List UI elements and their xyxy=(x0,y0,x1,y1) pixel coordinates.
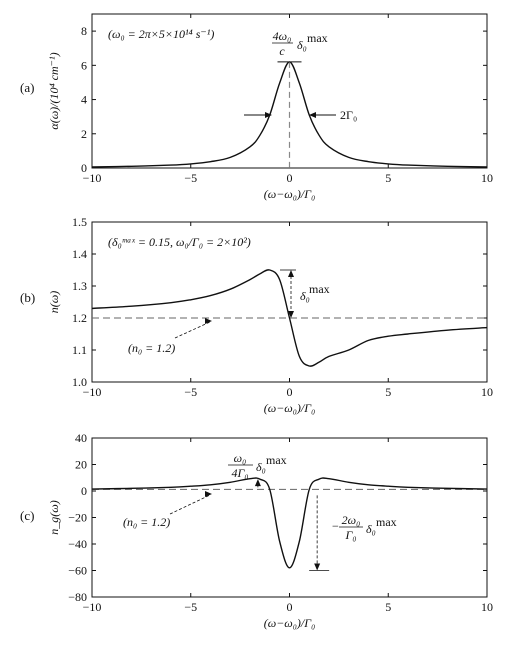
y-tick-label: 1.3 xyxy=(72,279,87,293)
n0-label: (n₀ = 1.2) xyxy=(123,515,170,529)
x-axis-label: (ω−ω₀)/Γ₀ xyxy=(264,401,316,415)
x-tick-label: −5 xyxy=(184,385,197,399)
x-tick-label: 10 xyxy=(481,171,493,185)
y-tick-label: 1.0 xyxy=(72,375,87,389)
y-tick-label: 1.1 xyxy=(72,343,87,357)
x-tick-label: −5 xyxy=(184,600,197,614)
x-tick-label: −10 xyxy=(83,385,102,399)
x-tick-label: 0 xyxy=(287,600,293,614)
y-axis-label: α(ω)/(10⁴ cm⁻¹) xyxy=(47,52,61,129)
x-tick-label: 5 xyxy=(385,600,391,614)
y-tick-label: 1.4 xyxy=(72,247,87,261)
lower-superscript: max xyxy=(376,515,397,529)
y-tick-label: 8 xyxy=(81,24,87,38)
y-tick-label: 1.5 xyxy=(72,215,87,229)
n0-pointer xyxy=(169,494,211,515)
y-tick-label: −20 xyxy=(68,511,87,525)
x-tick-label: 5 xyxy=(385,385,391,399)
lower-arrow-head xyxy=(314,563,321,571)
x-tick-label: 0 xyxy=(287,171,293,185)
n0-label: (n₀ = 1.2) xyxy=(128,341,175,355)
upper-superscript: max xyxy=(266,453,287,467)
peak-label-numerator: 4ω₀ xyxy=(273,29,292,43)
panel-label: (a) xyxy=(20,80,34,95)
upper-arrow-head xyxy=(254,479,261,487)
lower-delta: δ₀ xyxy=(366,522,376,536)
y-tick-label: 2 xyxy=(81,127,87,141)
y-axis-label: n(ω) xyxy=(47,291,61,313)
width-arrow-left-head xyxy=(265,111,272,118)
width-arrow-right-head xyxy=(309,111,316,118)
panel-a: −10 −5 0 5 10 0 2 4 6 8 (ω−ω₀)/Γ₀ α(ω)/(10⁴ cm⁻¹) (a… xyxy=(20,13,493,201)
panel-b: −10 −5 0 5 10 1.0 1.1 1.2 1.3 1.4 1.5 (ω−ω₀)/Γ₀ n(ω)… xyxy=(20,215,493,415)
lower-denominator: Γ₀ xyxy=(345,528,357,542)
n0-pointer-head xyxy=(205,491,212,497)
y-tick-label: −40 xyxy=(68,537,87,551)
delta-superscript: max xyxy=(309,282,330,296)
y-tick-label: 4 xyxy=(81,93,87,107)
delta-arrow-down xyxy=(288,311,294,318)
x-tick-label: 10 xyxy=(481,385,493,399)
y-tick-label: 20 xyxy=(75,458,87,472)
lower-prefix: − xyxy=(332,519,339,533)
x-tick-label: −10 xyxy=(83,600,102,614)
peak-label-superscript: max xyxy=(307,31,328,45)
x-axis-label: (ω−ω₀)/Γ₀ xyxy=(264,187,316,201)
x-tick-label: 10 xyxy=(481,600,493,614)
y-tick-label: 0 xyxy=(81,484,87,498)
upper-delta: δ₀ xyxy=(256,460,266,474)
x-tick-label: −5 xyxy=(184,171,197,185)
y-tick-label: 40 xyxy=(75,431,87,445)
params-annotation: (ω₀ = 2π×5×10¹⁴ s⁻¹) xyxy=(108,27,214,41)
y-tick-label: −80 xyxy=(68,590,87,604)
width-label: 2Γ₀ xyxy=(340,108,357,122)
panel-c: −10 −5 0 5 10 −80 −60 −40 −20 0 20 40 (ω−ω₀)/Γ₀ n_g(ω… xyxy=(20,431,493,630)
x-tick-label: 5 xyxy=(385,171,391,185)
panel-label: (b) xyxy=(20,290,35,305)
peak-label-denominator: c xyxy=(279,44,285,58)
series-line xyxy=(91,269,488,367)
x-axis-label: (ω−ω₀)/Γ₀ xyxy=(264,616,316,630)
lower-numerator: 2ω₀ xyxy=(342,513,361,527)
n0-pointer-head xyxy=(205,318,212,324)
delta-label: δ₀ xyxy=(300,289,310,303)
series-line xyxy=(91,477,488,569)
y-tick-label: 0 xyxy=(81,161,87,175)
y-tick-label: 1.2 xyxy=(72,311,87,325)
x-tick-label: 0 xyxy=(287,385,293,399)
y-axis-label: n_g(ω) xyxy=(47,500,61,534)
upper-denominator: 4Γ₀ xyxy=(232,466,249,480)
panel-label: (c) xyxy=(20,508,34,523)
y-tick-label: 6 xyxy=(81,58,87,72)
params-annotation: (δ₀ᵐᵃˣ = 0.15, ω₀/Γ₀ = 2×10²) xyxy=(108,235,251,249)
x-tick-label: −10 xyxy=(83,171,102,185)
y-tick-label: −60 xyxy=(68,564,87,578)
n0-pointer xyxy=(174,321,211,339)
delta-arrow-up xyxy=(288,270,294,277)
peak-label-delta: δ₀ xyxy=(297,38,307,52)
upper-numerator: ω₀ xyxy=(234,451,247,465)
